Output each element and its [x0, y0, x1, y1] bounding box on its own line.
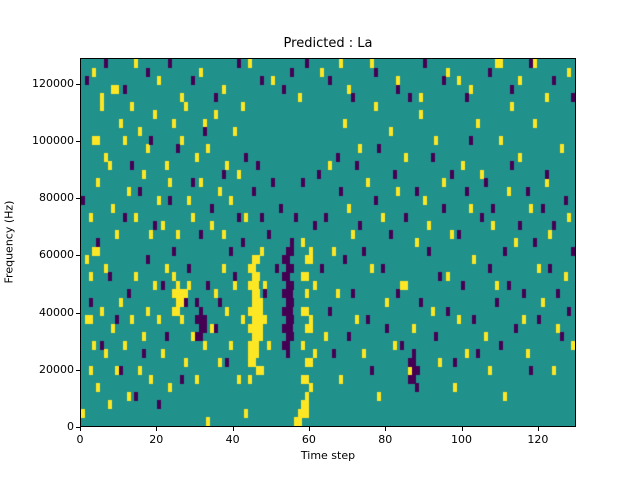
plot-area	[80, 58, 576, 427]
y-tick-mark	[76, 83, 80, 85]
y-tick-label: 100000	[32, 133, 74, 147]
x-axis-label: Time step	[300, 449, 356, 462]
x-tick-mark	[537, 427, 539, 431]
x-tick-label: 60	[301, 433, 316, 446]
x-tick-mark	[308, 427, 310, 431]
x-tick-label: 0	[76, 433, 84, 446]
x-tick-label: 120	[527, 433, 549, 446]
y-tick-label: 60000	[39, 248, 74, 262]
y-tick-label: 0	[67, 420, 74, 433]
x-tick-label: 100	[451, 433, 473, 446]
y-tick-label: 80000	[39, 191, 74, 205]
heatmap-canvas	[81, 59, 575, 426]
x-tick-label: 80	[378, 433, 393, 446]
y-tick-label: 20000	[39, 362, 74, 376]
x-tick-mark	[461, 427, 463, 431]
y-tick-mark	[76, 369, 80, 371]
x-tick-mark	[80, 427, 81, 431]
x-tick-mark	[385, 427, 387, 431]
y-tick-mark	[76, 312, 80, 314]
y-tick-mark	[76, 255, 80, 257]
x-tick-label: 40	[225, 433, 240, 446]
y-axis-label: Frequency (Hz)	[2, 200, 16, 284]
y-tick-label: 40000	[39, 305, 74, 319]
y-tick-label: 120000	[32, 76, 74, 90]
chart-title: Predicted : La	[283, 36, 373, 51]
x-tick-mark	[232, 427, 234, 431]
x-tick-mark	[156, 427, 158, 431]
y-tick-mark	[76, 427, 80, 428]
y-tick-mark	[76, 140, 80, 142]
x-tick-label: 20	[149, 433, 164, 446]
y-tick-mark	[76, 198, 80, 200]
